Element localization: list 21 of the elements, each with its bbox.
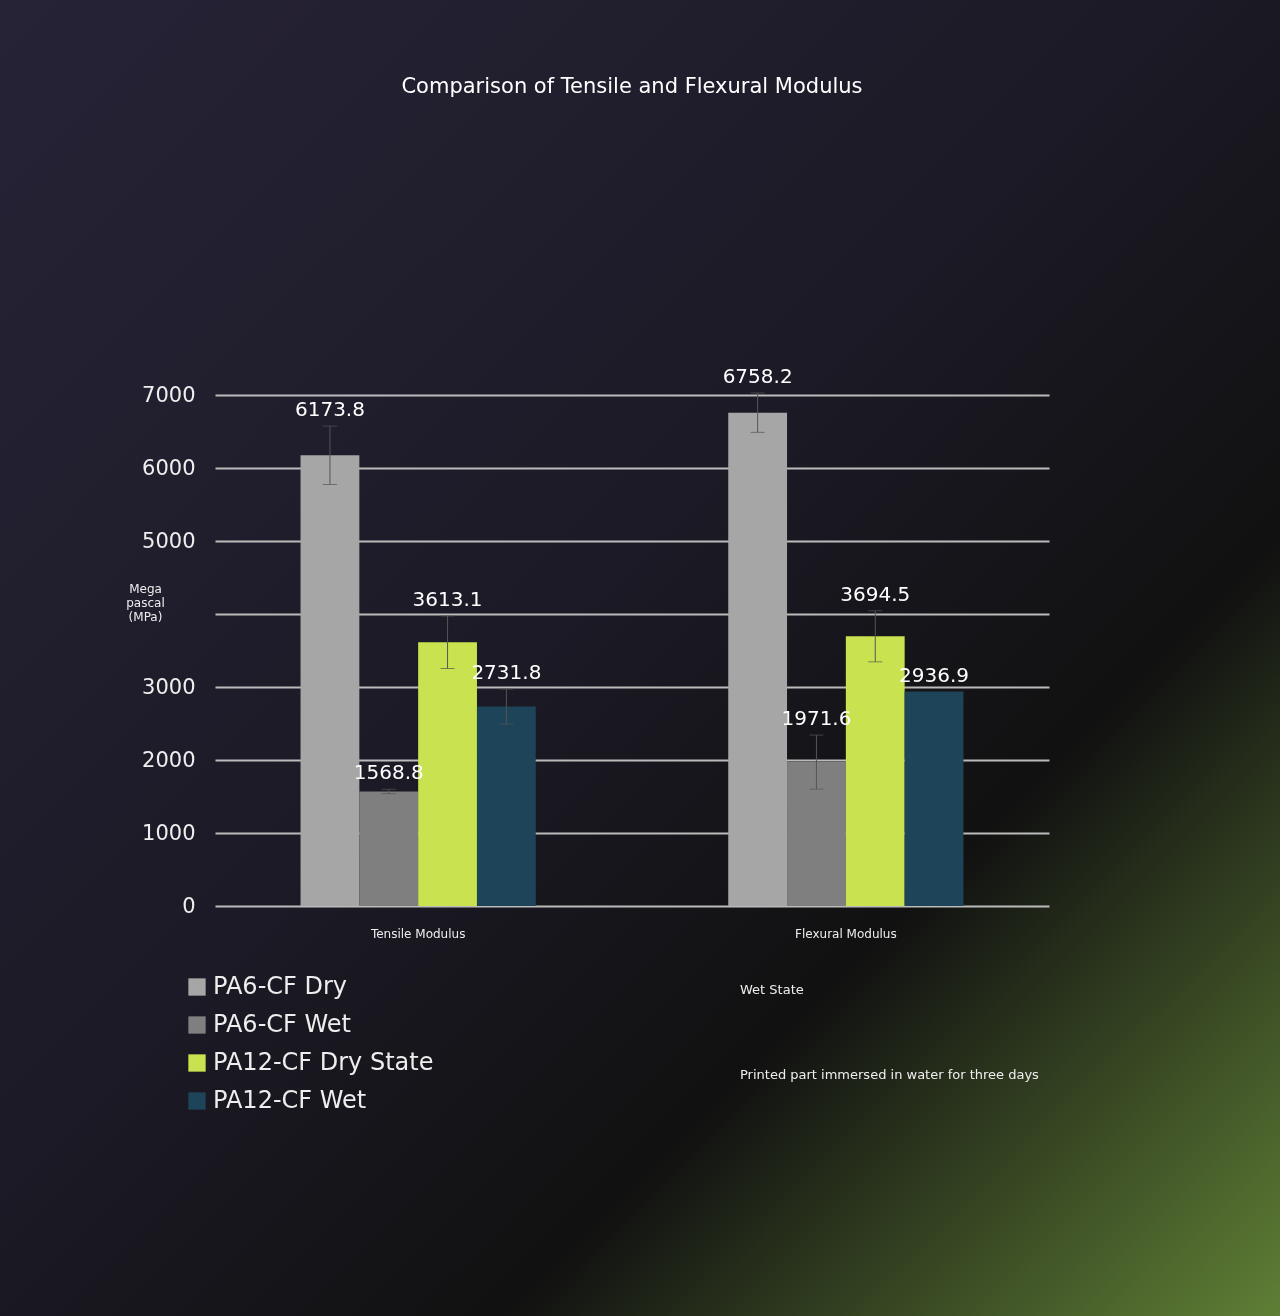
x-tick-label: Flexural Modulus bbox=[795, 926, 897, 941]
y-tick-label: 3000 bbox=[142, 674, 196, 699]
y-axis-title: Mega pascal (MPa) bbox=[126, 581, 165, 624]
chart-title: Comparison of Tensile and Flexural Modulus bbox=[401, 73, 863, 98]
text: Wet State bbox=[740, 982, 805, 997]
x-tick-label: Tensile Modulus bbox=[369, 926, 466, 941]
legend-label: PA12-CF Dry State bbox=[213, 1048, 434, 1076]
data-label: 3613.1 bbox=[412, 586, 483, 611]
y-tick-label: 6000 bbox=[142, 455, 196, 480]
y-tick-label: 1000 bbox=[142, 820, 196, 845]
legend-label: PA12-CF Wet bbox=[213, 1086, 367, 1114]
y-tick-label: 0 bbox=[182, 893, 196, 918]
legend-label: PA6-CF Wet bbox=[213, 1010, 351, 1038]
y-tick-label: 7000 bbox=[142, 382, 196, 407]
y-tick-label: 5000 bbox=[142, 528, 196, 553]
y-tick-label: 2000 bbox=[142, 747, 196, 772]
legend-label: PA6-CF Dry bbox=[213, 972, 348, 1000]
data-label: 6173.8 bbox=[294, 397, 365, 422]
data-label: 6758.2 bbox=[722, 363, 793, 388]
text: Printed part immersed in water for three days bbox=[740, 1067, 1039, 1082]
data-label: 3694.5 bbox=[840, 581, 911, 606]
